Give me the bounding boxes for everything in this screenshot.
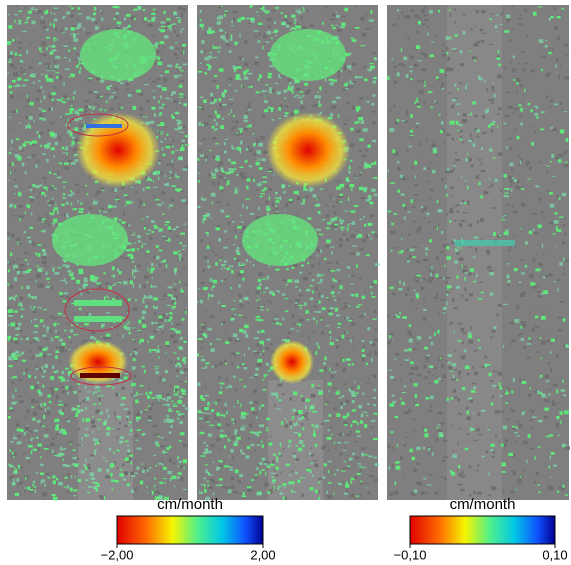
stripe: [455, 240, 515, 246]
stripe: [74, 300, 122, 306]
green-patch: [80, 29, 156, 81]
green-patch: [52, 214, 128, 266]
swath: [268, 380, 323, 500]
colorbar-tick-label: 0,10: [542, 547, 567, 562]
hotspot: [266, 112, 350, 188]
green-patch: [242, 214, 318, 266]
colorbars: cm/month −2,00 2,00 cm/month −0,10 0,10: [101, 496, 568, 562]
stripe: [86, 124, 122, 128]
colorbar-label: cm/month: [157, 496, 223, 513]
hotspot: [270, 340, 314, 384]
stripe: [80, 373, 120, 378]
colorbar: [410, 516, 555, 544]
green-patch: [270, 29, 346, 81]
colorbar: [117, 516, 263, 544]
colorbar-tick-label: 2,00: [250, 547, 275, 562]
colorbar-tick-label: −2,00: [101, 547, 134, 562]
hotspot: [76, 112, 160, 188]
colorbar-label: cm/month: [450, 496, 516, 513]
swath: [447, 5, 502, 500]
colorbar-tick-label: −0,10: [394, 547, 427, 562]
stripe: [74, 316, 122, 322]
figure: cm/month −2,00 2,00 cm/month −0,10 0,10: [0, 0, 571, 565]
